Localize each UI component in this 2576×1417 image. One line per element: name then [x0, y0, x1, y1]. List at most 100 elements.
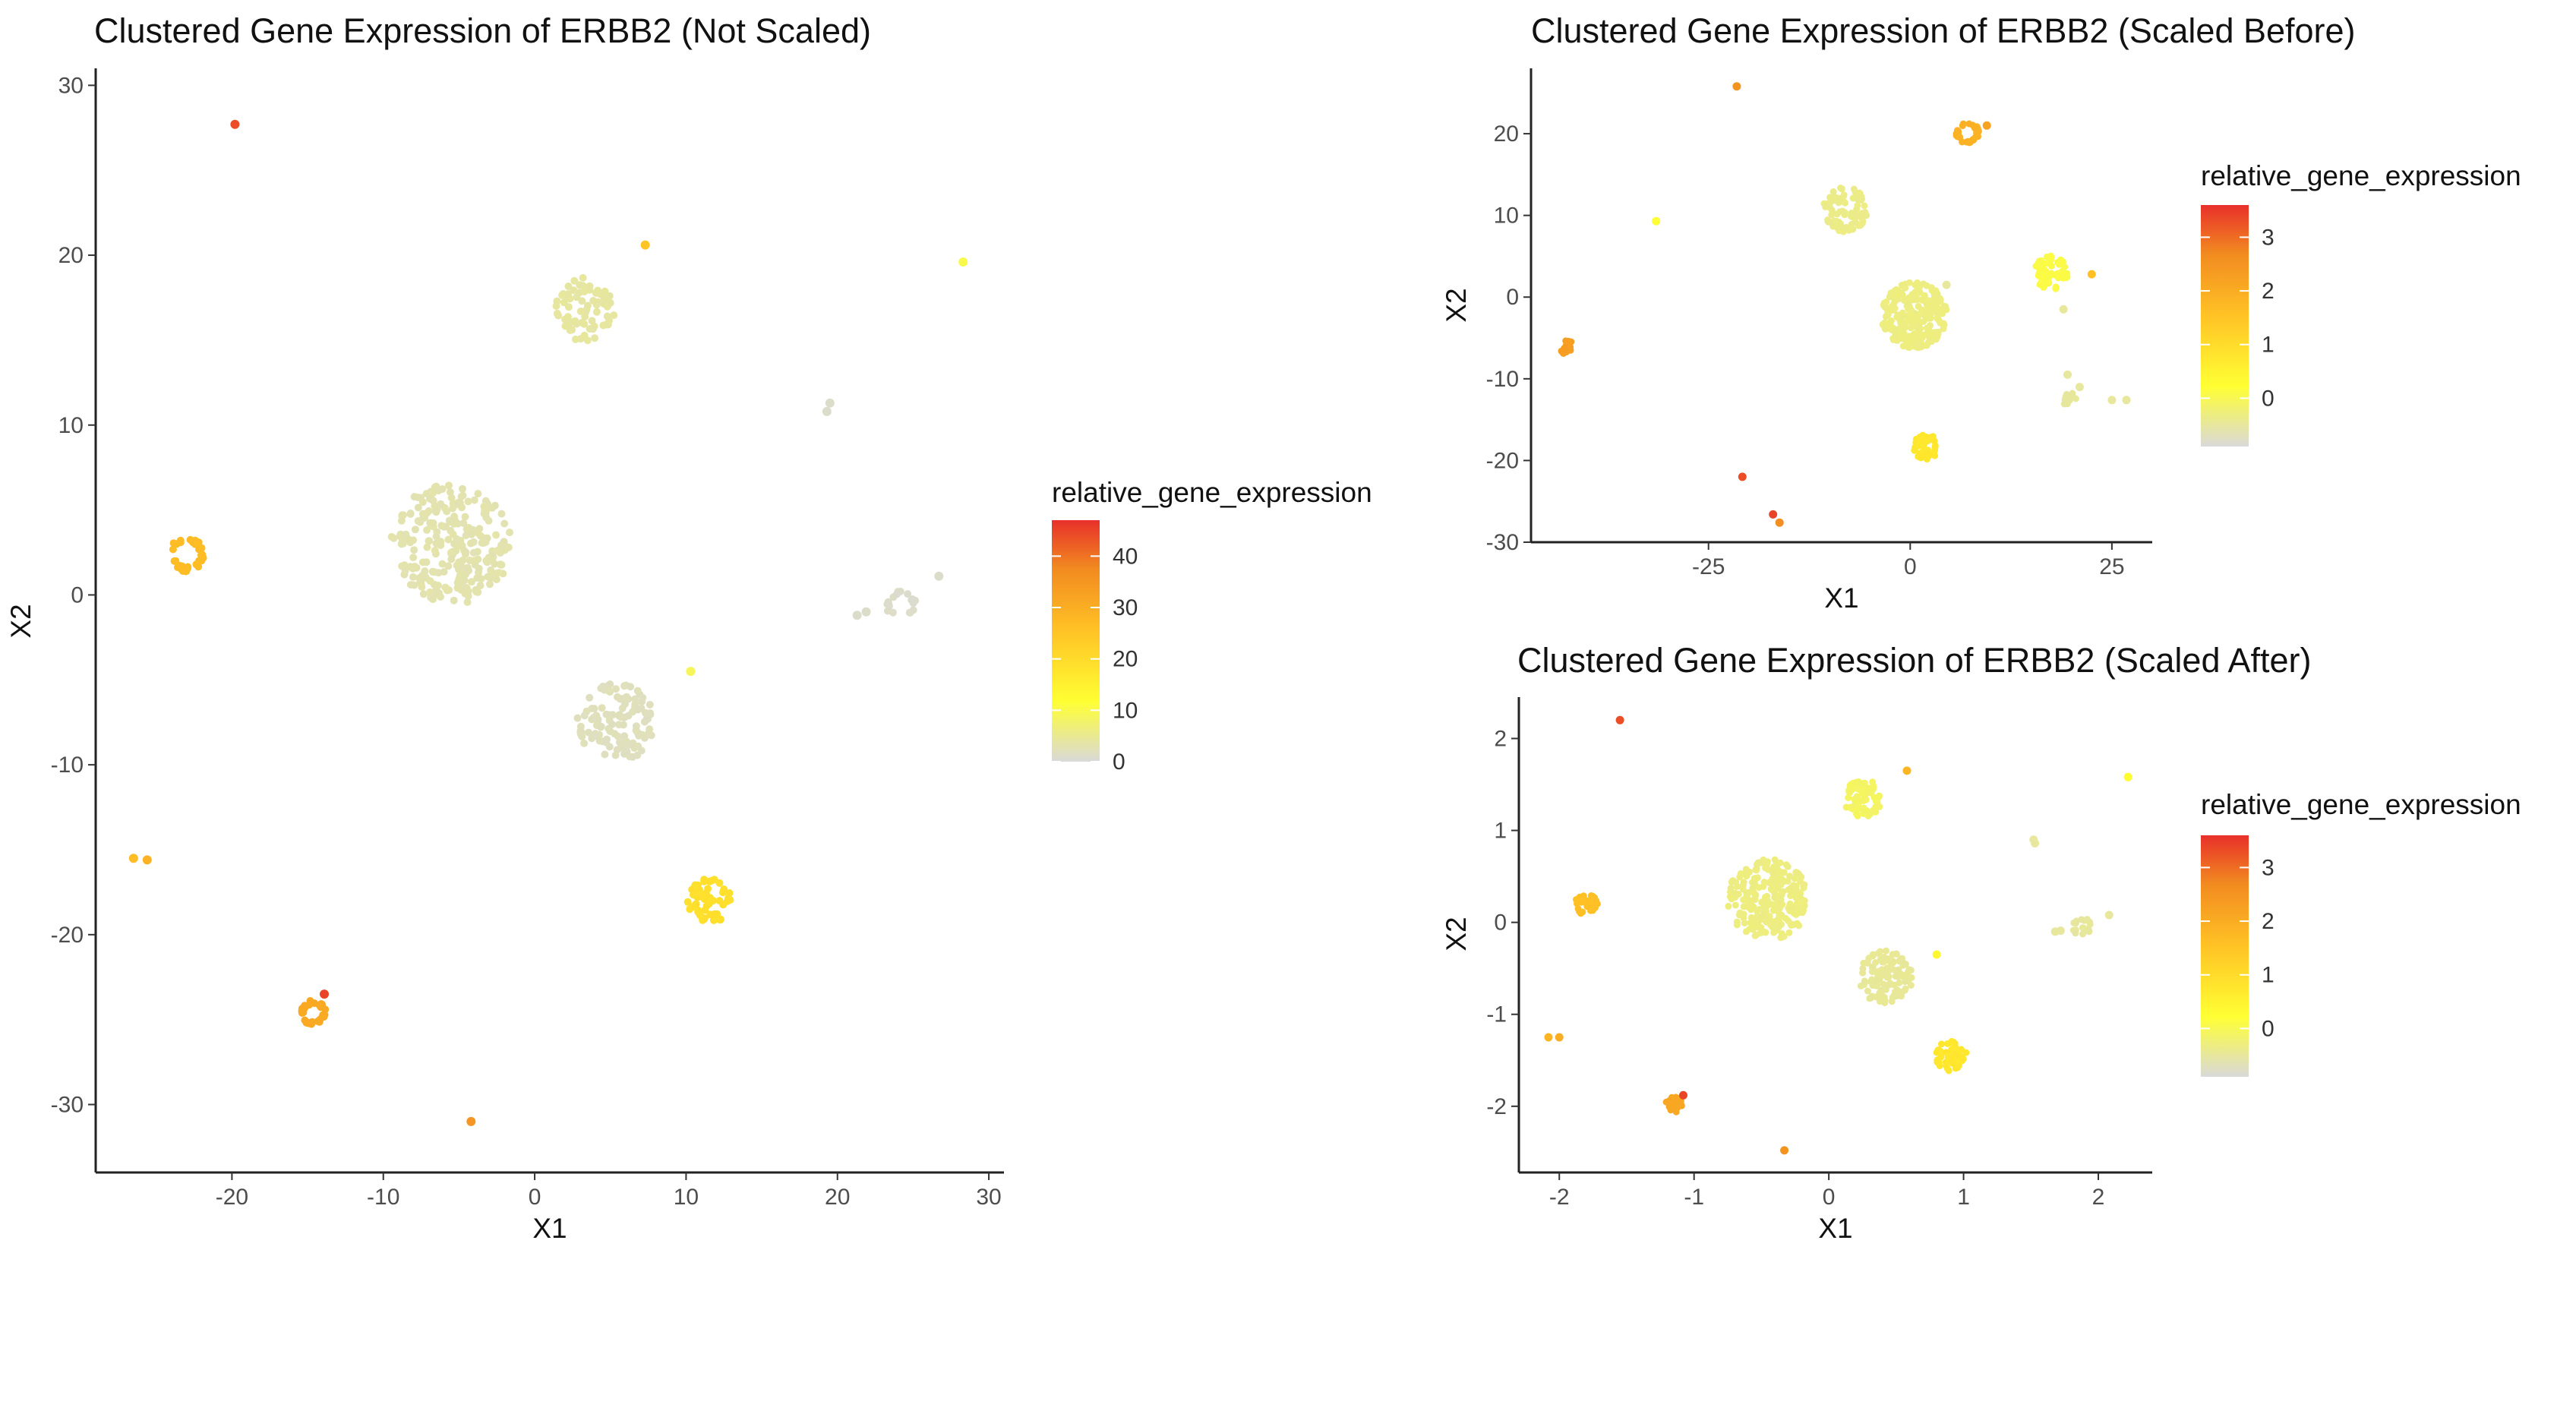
data-point	[1937, 1040, 1945, 1048]
data-point	[583, 301, 592, 310]
data-point	[558, 291, 567, 299]
data-point	[423, 543, 431, 551]
data-point	[441, 583, 450, 592]
data-point	[908, 595, 917, 603]
data-point	[1942, 280, 1951, 289]
data-point	[906, 608, 914, 617]
data-point	[387, 532, 396, 541]
data-point	[1792, 894, 1800, 901]
legend-colorbar	[2201, 205, 2249, 447]
data-point	[1884, 307, 1892, 314]
data-point	[1725, 902, 1732, 910]
x-tick-label: 1	[1957, 1185, 1970, 1210]
data-point	[1787, 920, 1795, 927]
data-point	[718, 888, 727, 897]
legend-tick-label: 0	[2262, 386, 2275, 411]
data-point	[1544, 1033, 1553, 1042]
data-point	[320, 989, 329, 999]
data-point	[1931, 452, 1939, 459]
data-point	[1858, 221, 1864, 229]
data-point	[464, 563, 472, 572]
data-point	[1775, 518, 1784, 527]
data-point	[487, 574, 495, 582]
data-point	[1555, 1033, 1564, 1042]
x-tick-label: -1	[1684, 1185, 1704, 1210]
data-point	[1942, 303, 1949, 311]
data-point	[1863, 807, 1870, 815]
legend-scaled-before: relative_gene_expression 0 1 2 3	[2201, 160, 2521, 447]
data-point	[564, 303, 573, 311]
data-point	[422, 510, 431, 517]
data-point	[1897, 331, 1905, 339]
data-point	[1784, 863, 1792, 870]
data-point	[1778, 890, 1785, 898]
data-point	[610, 311, 618, 320]
data-point	[178, 563, 186, 571]
data-point	[1727, 885, 1735, 892]
data-point	[586, 282, 594, 290]
data-point	[1868, 808, 1876, 816]
data-point	[589, 325, 597, 333]
data-point	[617, 713, 625, 721]
data-point	[1652, 216, 1661, 226]
data-point	[453, 584, 462, 592]
data-point	[726, 896, 734, 904]
data-point	[1879, 958, 1886, 966]
data-point	[1732, 82, 1741, 91]
data-point	[592, 301, 601, 309]
data-point	[2078, 916, 2085, 923]
data-point	[594, 286, 601, 295]
cluster	[2069, 916, 2094, 938]
data-point	[447, 555, 456, 563]
data-point	[411, 563, 418, 570]
x-tick-label: -2	[1549, 1185, 1570, 1210]
data-point	[1932, 287, 1940, 295]
data-point	[2031, 839, 2040, 847]
data-point	[1801, 881, 1808, 888]
cluster	[883, 587, 920, 617]
y-tick-label: 20	[58, 243, 84, 268]
chart-title: Clustered Gene Expression of ERBB2 (Scal…	[1531, 11, 2356, 50]
data-point	[1842, 223, 1850, 231]
data-point	[1924, 297, 1932, 305]
data-point	[459, 484, 466, 493]
data-point	[580, 320, 589, 328]
data-point	[597, 722, 605, 731]
data-point	[402, 530, 410, 538]
data-point	[1579, 896, 1586, 904]
data-point	[1740, 896, 1747, 904]
data-point	[1852, 807, 1860, 815]
data-point	[1887, 317, 1895, 324]
data-point	[1874, 967, 1881, 975]
data-point	[431, 546, 439, 554]
data-point	[1672, 1108, 1680, 1116]
data-point	[1564, 338, 1571, 345]
data-point	[437, 541, 445, 549]
data-point	[500, 519, 509, 528]
legend-colorbar	[1052, 520, 1100, 762]
y-axis-label: X2	[1441, 288, 1472, 322]
data-point	[2069, 390, 2076, 397]
data-point	[2080, 924, 2087, 932]
data-point	[1757, 923, 1765, 931]
data-point	[2056, 926, 2065, 936]
data-point	[444, 535, 453, 544]
data-point	[564, 290, 573, 298]
y-tick-label: 20	[1494, 122, 1519, 147]
x-axis-label: X1	[1824, 582, 1858, 614]
data-point	[1753, 866, 1760, 874]
data-point	[591, 732, 599, 740]
y-tick-label: -20	[1486, 448, 1519, 473]
data-point	[1852, 778, 1860, 786]
y-tick-label: 0	[71, 582, 84, 608]
data-point	[2061, 263, 2069, 270]
data-point	[1850, 185, 1858, 193]
data-point	[2043, 253, 2050, 260]
data-point	[1859, 790, 1867, 797]
x-axis-label: X1	[1818, 1213, 1852, 1244]
data-point	[298, 1009, 306, 1017]
data-point	[1893, 986, 1901, 993]
data-point	[1771, 894, 1779, 901]
data-point	[1902, 323, 1908, 331]
data-point	[437, 500, 445, 508]
